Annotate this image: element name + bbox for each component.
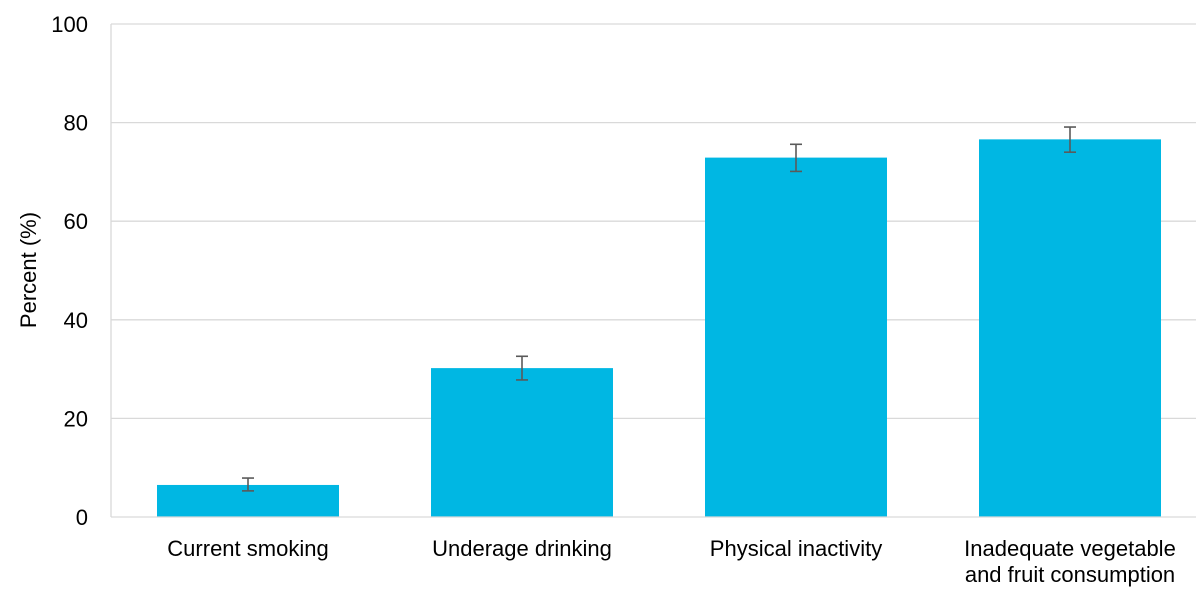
y-tick-label-20: 20 xyxy=(64,406,88,431)
y-tick-label-80: 80 xyxy=(64,111,88,136)
bar-4 xyxy=(979,139,1161,517)
bars xyxy=(157,139,1161,517)
x-tick-label-line: Underage drinking xyxy=(432,536,612,561)
error-bar-3 xyxy=(790,143,802,173)
y-tick-label-60: 60 xyxy=(64,209,88,234)
error-bar-1 xyxy=(242,477,254,492)
x-tick-label-4: Inadequate vegetable and fruit consumptio… xyxy=(964,536,1176,587)
error-bar-2 xyxy=(516,355,528,381)
y-tick-label-100: 100 xyxy=(51,12,88,37)
x-tick-label-line: Inadequate vegetable xyxy=(964,536,1176,561)
x-tick-label-line: Current smoking xyxy=(167,536,328,561)
y-tick-label-40: 40 xyxy=(64,308,88,333)
x-tick-label-2: Underage drinking xyxy=(432,536,612,561)
y-tick-label-0: 0 xyxy=(76,505,88,530)
axes: 0 20 40 60 80 100 Current smoking Underage drin… xyxy=(51,12,1196,587)
error-bar-4 xyxy=(1064,126,1076,153)
error-bars xyxy=(242,126,1076,492)
x-tick-label-line: Physical inactivity xyxy=(710,536,882,561)
x-tick-label-line: and fruit consumption xyxy=(965,562,1175,587)
y-axis-label: Percent (%) xyxy=(16,212,41,328)
bar-3 xyxy=(705,157,887,517)
bar-2 xyxy=(431,368,613,517)
x-tick-label-3: Physical inactivity xyxy=(710,536,882,561)
x-tick-label-1: Current smoking xyxy=(167,536,328,561)
